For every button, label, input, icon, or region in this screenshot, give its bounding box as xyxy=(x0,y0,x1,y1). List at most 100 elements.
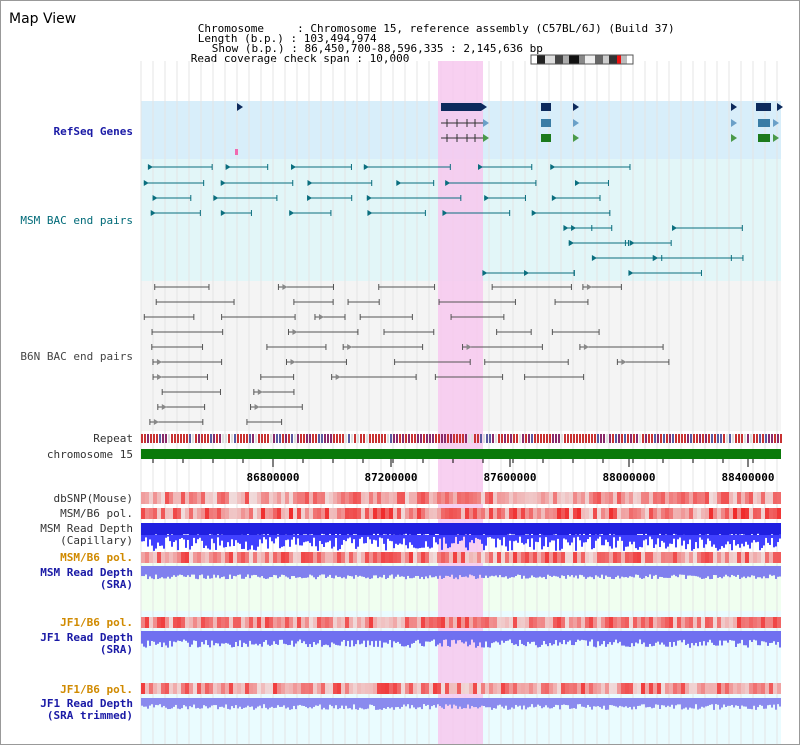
depth-bar xyxy=(289,698,291,710)
depth-bar xyxy=(707,523,709,535)
depth-bar xyxy=(219,535,221,546)
heat-cell xyxy=(501,617,505,628)
track-label-refseq-genes[interactable]: RefSeq Genes xyxy=(53,125,133,138)
depth-bar xyxy=(249,523,251,536)
depth-bar xyxy=(235,566,237,577)
heat-cell xyxy=(697,492,701,504)
track-label-jf1-depth-sra[interactable]: JF1 Read Depth (SRA) xyxy=(40,632,133,656)
track-label-msm-depth-capillary[interactable]: MSM Read Depth (Capillary) xyxy=(40,523,133,547)
repeat-segment xyxy=(468,434,470,443)
heat-cell xyxy=(357,617,361,628)
depth-bar xyxy=(295,631,297,644)
heat-cell xyxy=(153,508,157,519)
heat-cell xyxy=(173,552,177,563)
depth-bar xyxy=(567,535,569,543)
heat-cell xyxy=(373,508,377,519)
track-label-repeat[interactable]: Repeat xyxy=(93,432,133,445)
depth-bar xyxy=(147,523,149,537)
depth-bar xyxy=(507,535,509,551)
depth-bar xyxy=(167,523,169,535)
track-label-msm-b6-pol-1[interactable]: MSM/B6 pol. xyxy=(60,507,133,520)
depth-bar xyxy=(293,631,295,647)
gene-arrow-icon xyxy=(773,119,779,127)
repeat-segment xyxy=(393,434,395,443)
ideogram-band xyxy=(545,55,555,64)
repeat-segment xyxy=(267,434,269,443)
track-label-jf1-b6-pol-1[interactable]: JF1/B6 pol. xyxy=(60,616,133,629)
depth-bar xyxy=(633,566,635,578)
depth-bar xyxy=(415,698,417,710)
depth-bar xyxy=(487,535,489,538)
gene-arrow-icon xyxy=(777,103,783,111)
depth-bar xyxy=(579,535,581,541)
heat-cell xyxy=(697,683,701,694)
depth-bar xyxy=(639,523,641,535)
depth-bar xyxy=(573,566,575,578)
track-label-jf1-depth-trimmed[interactable]: JF1 Read Depth (SRA trimmed) xyxy=(40,698,133,722)
heat-cell xyxy=(441,508,445,519)
bac-end-icon xyxy=(152,195,158,201)
bac-end-icon xyxy=(220,180,226,186)
heat-cell xyxy=(517,683,521,694)
heat-cell xyxy=(533,617,537,628)
depth-bar xyxy=(269,631,271,646)
heat-cell xyxy=(485,508,489,519)
depth-bar xyxy=(383,631,385,643)
heat-cell xyxy=(421,617,425,628)
depth-bar xyxy=(681,566,683,575)
heat-cell xyxy=(485,552,489,563)
depth-bar xyxy=(433,523,435,535)
heat-cell xyxy=(473,552,477,563)
depth-bar xyxy=(585,535,587,543)
heat-cell xyxy=(533,508,537,519)
depth-bar xyxy=(703,698,705,708)
depth-bar xyxy=(477,566,479,579)
repeat-segment xyxy=(360,434,362,443)
heat-cell xyxy=(321,552,325,563)
depth-bar xyxy=(299,631,301,640)
repeat-segment xyxy=(426,434,428,443)
depth-bar xyxy=(327,698,329,710)
track-label-msm-depth-sra[interactable]: MSM Read Depth (SRA) xyxy=(40,567,133,591)
repeat-segment xyxy=(612,434,614,443)
depth-bar xyxy=(319,566,321,576)
depth-bar xyxy=(173,535,175,542)
bac-end-icon xyxy=(143,180,149,186)
depth-bar xyxy=(743,523,745,535)
depth-bar xyxy=(437,535,439,545)
heat-cell xyxy=(673,683,677,694)
depth-bar xyxy=(239,535,241,544)
depth-bar xyxy=(713,566,715,576)
heat-cell xyxy=(605,552,609,563)
depth-bar xyxy=(343,523,345,536)
depth-bar xyxy=(311,698,313,709)
repeat-segment xyxy=(741,434,743,443)
heat-cell xyxy=(149,552,153,563)
depth-bar xyxy=(693,698,695,709)
repeat-segment xyxy=(279,434,281,443)
heat-cell xyxy=(281,683,285,694)
depth-bar xyxy=(503,631,505,643)
depth-bar xyxy=(335,523,337,535)
depth-bar xyxy=(397,631,399,642)
depth-bar xyxy=(757,698,759,708)
depth-bar xyxy=(733,631,735,641)
track-label-jf1-b6-pol-2[interactable]: JF1/B6 pol. xyxy=(60,683,133,696)
depth-bar xyxy=(291,631,293,641)
depth-bar xyxy=(767,535,769,543)
track-label-dbsnp[interactable]: dbSNP(Mouse) xyxy=(53,492,133,505)
heat-cell xyxy=(437,492,441,504)
track-label-msm-bac[interactable]: MSM BAC end pairs xyxy=(20,214,133,227)
heat-cell xyxy=(177,508,181,519)
track-label-b6n-bac[interactable]: B6N BAC end pairs xyxy=(20,350,133,363)
depth-bar xyxy=(405,631,407,647)
heat-cell xyxy=(565,492,569,504)
depth-bar xyxy=(229,631,231,645)
depth-bar xyxy=(601,631,603,645)
depth-bar xyxy=(391,566,393,575)
depth-bar xyxy=(431,535,433,548)
track-label-msm-b6-pol-2[interactable]: MSM/B6 pol. xyxy=(60,551,133,564)
depth-bar xyxy=(407,698,409,705)
depth-bar xyxy=(725,566,727,575)
